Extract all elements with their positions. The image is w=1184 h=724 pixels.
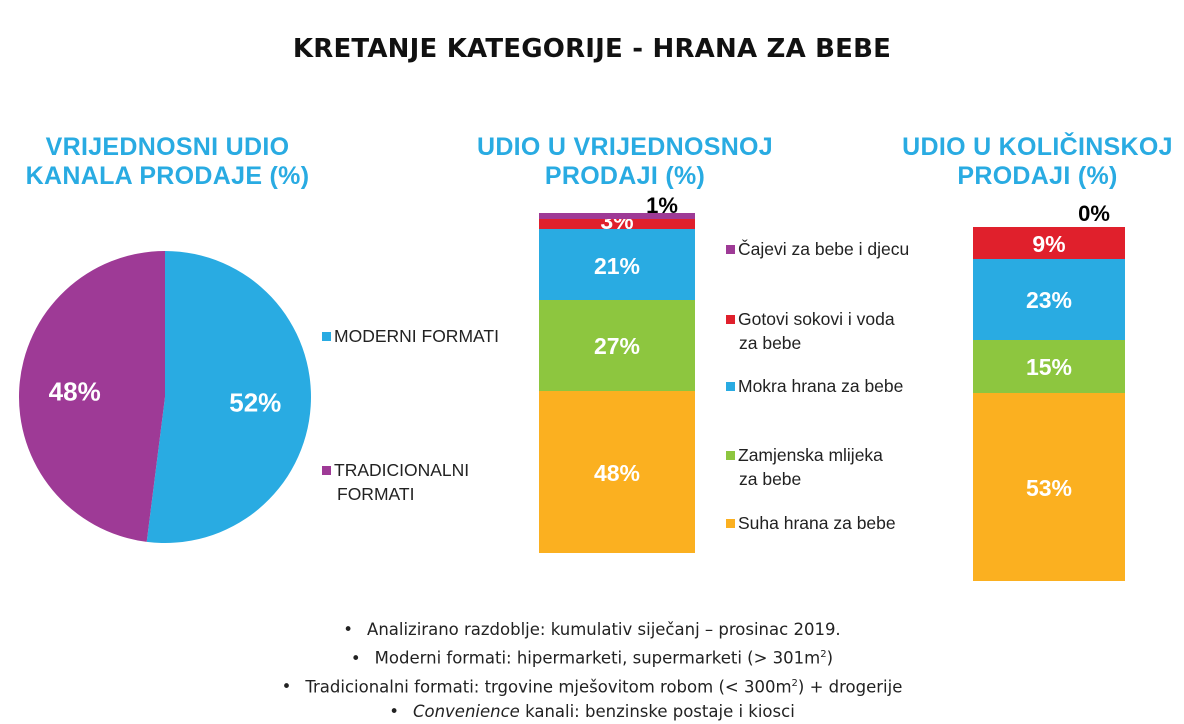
- legend-swatch-zamjenska: [726, 451, 735, 460]
- note-modern: • Moderni formati: hipermarketi, supermar…: [0, 642, 1184, 671]
- note-bullet: •: [343, 620, 354, 639]
- volume-bar-segment-zamjenska: [973, 340, 1125, 394]
- note-period-text: Analizirano razdoblje: kumulativ siječan…: [367, 620, 841, 639]
- volume-chart-title: UDIO U KOLIČINSKOJ PRODAJI (%): [880, 133, 1184, 191]
- legend-label-moderni: MODERNI FORMATI: [334, 326, 499, 346]
- legend-label-zamjenska-2: za bebe: [739, 469, 802, 489]
- note-convenience: • Convenience kanali: benzinske postaje i…: [0, 699, 1184, 724]
- note-period: • Analizirano razdoblje: kumulativ siječa…: [0, 617, 1184, 642]
- value-bar-segment-sokovi: [539, 219, 695, 230]
- page-title: KRETANJE KATEGORIJE - HRANA ZA BEBE: [292, 34, 892, 64]
- volume-bar-segment-suha: [973, 393, 1125, 581]
- legend-swatch-cajevi: [726, 245, 735, 254]
- legend-swatch-tradicionalni: [322, 466, 331, 475]
- legend-item-mokra: Mokra hrana za bebe: [726, 374, 903, 398]
- value-bar-label-mokra: 21%: [593, 252, 641, 279]
- legend-label-zamjenska-1: Zamjenska mlijeka: [738, 445, 883, 465]
- legend-label-sokovi-1: Gotovi sokovi i voda: [738, 309, 895, 329]
- value-title-line1: UDIO U VRIJEDNOSNOJ: [476, 133, 774, 161]
- note-traditional-sup: 2: [791, 677, 798, 689]
- legend-item-cajevi: Čajevi za bebe i djecu: [726, 237, 909, 261]
- legend-swatch-moderni: [322, 332, 331, 341]
- legend-swatch-mokra: [726, 382, 735, 391]
- value-bar-segment-zamjenska: [539, 300, 695, 392]
- legend-item-sokovi: Gotovi sokovi i voda za bebe: [726, 307, 895, 355]
- note-bullet: •: [350, 648, 361, 668]
- pie-title-line1: VRIJEDNOSNI UDIO: [45, 133, 290, 161]
- legend-item-suha: Suha hrana za bebe: [726, 511, 896, 535]
- value-bar-label-zamjenska: 27%: [593, 333, 641, 360]
- legend-label-tradicionalni-1: TRADICIONALNI: [334, 460, 470, 480]
- volume-bar-label-zamjenska: 15%: [1025, 354, 1073, 381]
- note-modern-end: ): [826, 648, 834, 668]
- pie-title-line2: KANALA PRODAJE (%): [25, 162, 310, 190]
- value-bar-segment-suha: [539, 391, 695, 553]
- note-convenience-text: kanali: benzinske postaje i kiosci: [519, 702, 795, 721]
- pie-label-moderni: 52%: [229, 388, 281, 418]
- legend-swatch-suha: [726, 519, 735, 528]
- volume-bar-label-mokra: 23%: [1025, 287, 1073, 314]
- volume-bar-segment-sokovi: [973, 227, 1125, 259]
- volume-title-line2: PRODAJI (%): [957, 162, 1118, 190]
- note-bullet: •: [389, 702, 399, 721]
- volume-bar-label-sokovi: 9%: [1032, 230, 1066, 257]
- note-traditional-text: Tradicionalni formati: trgovine mješovit…: [305, 677, 792, 696]
- note-modern-sup: 2: [820, 649, 827, 660]
- volume-bar-label-cajevi: 0%: [1078, 201, 1110, 226]
- note-traditional: • Tradicionalni formati: trgovine mješovi…: [0, 671, 1184, 700]
- value-title-line2: PRODAJI (%): [544, 162, 706, 190]
- note-modern-text: Moderni formati: hipermarketi, supermark…: [374, 648, 821, 668]
- pie-chart: 52% 48%: [18, 251, 311, 543]
- legend-item-tradicionalni: TRADICIONALNI FORMATI: [322, 458, 469, 506]
- value-bar-segment-mokra: [539, 229, 695, 301]
- volume-stacked-bar: 53% 15% 23% 9% 0%: [973, 203, 1125, 581]
- value-stacked-bar: 48% 27% 21% 3% 1%: [539, 195, 695, 553]
- note-bullet: •: [281, 677, 292, 696]
- legend-label-tradicionalni-2: FORMATI: [337, 484, 415, 504]
- value-bar-label-cajevi: 1%: [646, 193, 678, 219]
- volume-bar-segment-mokra: [973, 258, 1125, 341]
- legend-item-moderni: MODERNI FORMATI: [322, 324, 499, 348]
- value-bar-label-suha: 48%: [593, 459, 641, 486]
- pie-label-tradicionalni: 48%: [49, 376, 101, 406]
- pie-chart-title: VRIJEDNOSNI UDIO KANALA PRODAJE (%): [0, 133, 335, 191]
- legend-label-sokovi-2: za bebe: [739, 333, 802, 353]
- value-chart-title: UDIO U VRIJEDNOSNOJ PRODAJI (%): [460, 133, 790, 191]
- value-bar-segment-cajevi: [539, 213, 695, 220]
- pie-slice-tradicionalni: [18, 251, 165, 542]
- volume-title-line1: UDIO U KOLIČINSKOJ: [902, 133, 1173, 161]
- volume-bar-label-suha: 53%: [1025, 474, 1073, 501]
- footnotes: • Analizirano razdoblje: kumulativ siječa…: [0, 617, 1184, 724]
- pie-slice-moderni: [146, 251, 311, 543]
- legend-item-zamjenska: Zamjenska mlijeka za bebe: [726, 443, 883, 491]
- note-convenience-em: Convenience: [412, 702, 520, 721]
- legend-label-cajevi: Čajevi za bebe i djecu: [738, 239, 910, 259]
- category-legend: Čajevi za bebe i djecu Gotovi sokovi i v…: [726, 0, 956, 600]
- legend-label-suha: Suha hrana za bebe: [738, 513, 896, 533]
- legend-label-mokra: Mokra hrana za bebe: [738, 376, 904, 396]
- legend-swatch-sokovi: [726, 315, 735, 324]
- note-traditional-end: ) + drogerije: [797, 677, 903, 696]
